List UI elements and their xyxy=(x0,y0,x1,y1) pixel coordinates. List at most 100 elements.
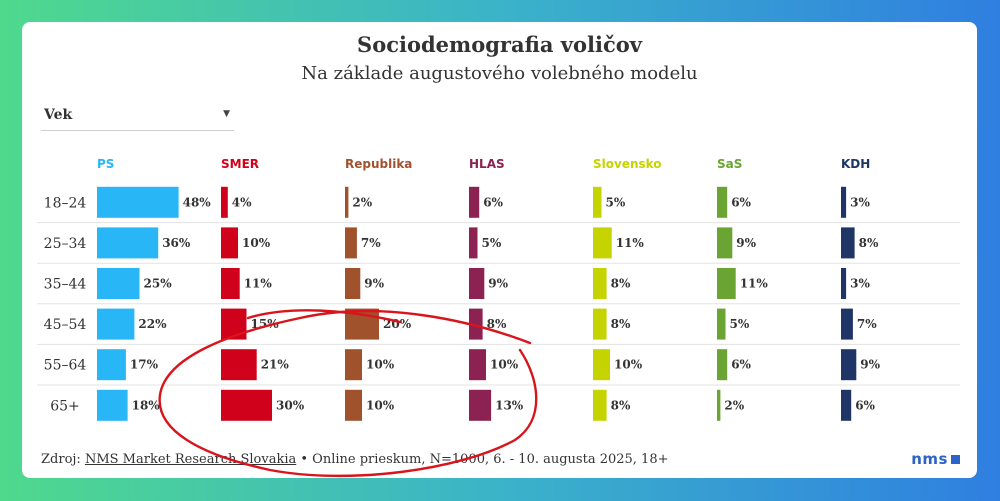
bar xyxy=(221,389,272,421)
data-label: 5% xyxy=(482,236,502,250)
category-label: 65+ xyxy=(50,398,80,414)
bar xyxy=(97,227,159,259)
bar xyxy=(717,227,733,259)
bar xyxy=(345,186,349,218)
data-label: 11% xyxy=(740,277,769,291)
data-label: 3% xyxy=(850,195,870,209)
bar xyxy=(841,268,847,299)
data-label: 13% xyxy=(495,398,524,412)
data-label: 11% xyxy=(244,277,273,291)
bar xyxy=(97,308,135,340)
bar-chart: 18–24 25–34 35–44 45–54 55–64 65+ PS 48% 36% 25% 2… xyxy=(37,157,960,421)
bar xyxy=(97,389,128,421)
bar xyxy=(593,268,607,299)
bar xyxy=(469,227,478,259)
logo-text: nms xyxy=(911,450,948,468)
bar xyxy=(345,349,362,381)
data-label: 36% xyxy=(162,236,191,250)
data-label: 10% xyxy=(366,398,395,412)
category-label: 35–44 xyxy=(44,277,87,293)
bar xyxy=(593,349,610,381)
data-label: 8% xyxy=(611,317,631,331)
data-label: 17% xyxy=(130,358,159,372)
data-label: 10% xyxy=(242,236,271,250)
source-link[interactable]: NMS Market Research Slovakia xyxy=(84,452,297,467)
data-label: 30% xyxy=(276,398,305,412)
bar xyxy=(221,349,257,381)
bar xyxy=(717,349,728,381)
bar xyxy=(717,389,721,421)
data-label: 8% xyxy=(611,398,631,412)
data-label: 25% xyxy=(144,277,173,291)
bar xyxy=(717,268,736,299)
data-label: 15% xyxy=(251,317,280,331)
data-label: 10% xyxy=(614,358,643,372)
series-header: HLAS xyxy=(469,157,505,171)
bar xyxy=(841,308,853,340)
data-label: 20% xyxy=(383,317,412,331)
bar xyxy=(97,268,140,299)
data-label: 8% xyxy=(611,277,631,291)
logo-square-icon xyxy=(951,455,960,464)
bar xyxy=(345,389,362,421)
data-label: 6% xyxy=(731,358,751,372)
series-header: SaS xyxy=(717,157,742,171)
bar xyxy=(717,308,726,340)
data-label: 22% xyxy=(138,317,167,331)
data-label: 4% xyxy=(232,195,252,209)
data-label: 10% xyxy=(366,358,395,372)
source-prefix: Zdroj: xyxy=(41,452,85,467)
data-label: 5% xyxy=(606,195,626,209)
category-label: 45–54 xyxy=(44,317,87,333)
bar xyxy=(841,349,857,381)
chart-card: Sociodemografia voličov Na základe augus… xyxy=(22,22,977,478)
data-label: 6% xyxy=(731,195,751,209)
data-label: 8% xyxy=(859,236,879,250)
data-label: 9% xyxy=(736,236,756,250)
bar xyxy=(345,308,379,340)
data-label: 5% xyxy=(730,317,750,331)
category-label: 55–64 xyxy=(44,358,87,374)
data-label: 9% xyxy=(488,277,508,291)
bar xyxy=(97,349,126,381)
bar xyxy=(469,389,492,421)
bar xyxy=(469,349,486,381)
source-note: Zdroj: NMS Market Research Slovakia • On… xyxy=(41,452,669,467)
bar xyxy=(97,186,179,218)
data-label: 9% xyxy=(364,277,384,291)
bar xyxy=(717,186,728,218)
bar xyxy=(593,227,612,259)
data-label: 6% xyxy=(483,195,503,209)
bar xyxy=(469,268,485,299)
bar xyxy=(841,389,852,421)
series-header: Republika xyxy=(345,157,412,171)
data-label: 6% xyxy=(855,398,875,412)
bar xyxy=(469,308,483,340)
bar xyxy=(221,268,240,299)
series-header: PS xyxy=(97,157,114,171)
chart-subtitle: Na základe augustového volebného modelu xyxy=(301,63,698,84)
bar xyxy=(593,186,602,218)
bar xyxy=(469,186,480,218)
data-label: 18% xyxy=(132,398,161,412)
series-header: KDH xyxy=(841,157,870,171)
bar xyxy=(841,186,847,218)
data-label: 48% xyxy=(183,195,212,209)
nms-logo: nms xyxy=(911,450,960,468)
data-label: 2% xyxy=(724,398,744,412)
data-label: 21% xyxy=(261,358,290,372)
chevron-down-icon: ▼ xyxy=(223,109,230,119)
data-label: 7% xyxy=(361,236,381,250)
bar xyxy=(593,389,607,421)
bar xyxy=(841,227,855,259)
data-label: 8% xyxy=(487,317,507,331)
data-label: 2% xyxy=(352,195,372,209)
data-label: 3% xyxy=(850,277,870,291)
bar xyxy=(345,227,357,259)
source-details: • Online prieskum, N=1000, 6. - 10. augu… xyxy=(296,452,669,467)
variable-dropdown[interactable]: Vek ▼ xyxy=(41,106,234,131)
bar xyxy=(221,227,238,259)
data-label: 7% xyxy=(857,317,877,331)
series-header: Slovensko xyxy=(593,157,662,171)
chart-title: Sociodemografia voličov xyxy=(357,32,642,57)
